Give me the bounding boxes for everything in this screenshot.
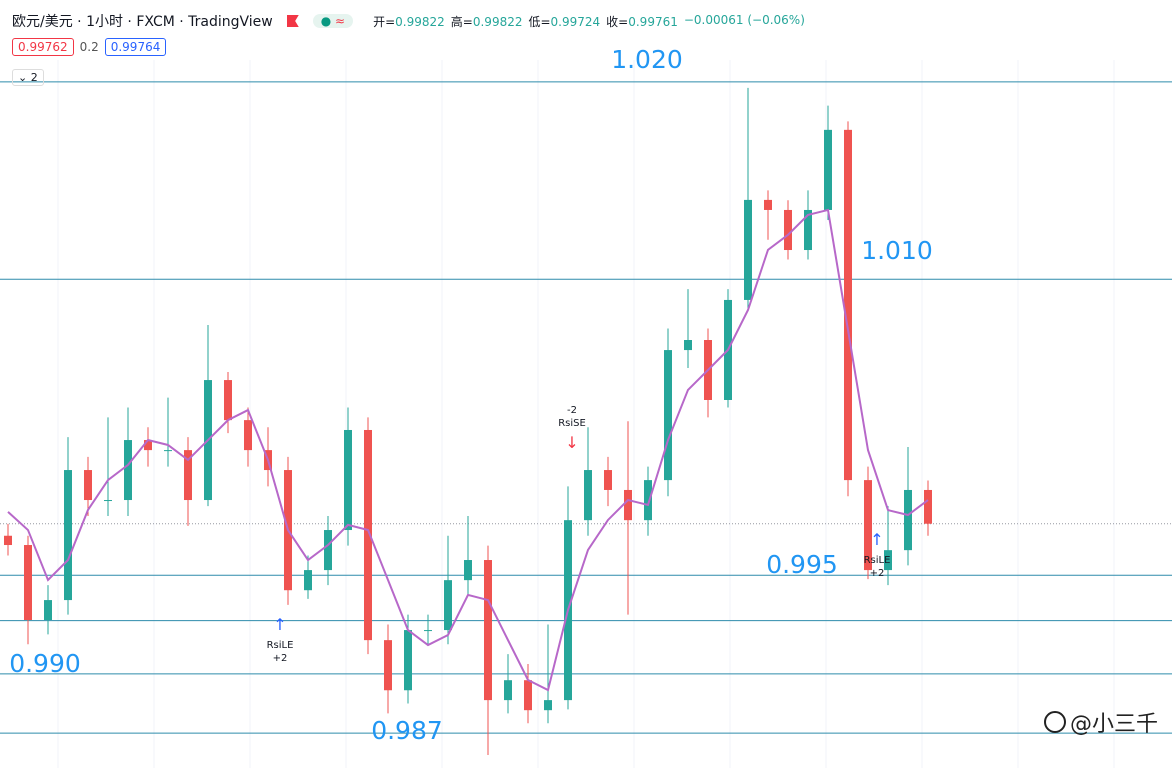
signal-name: RsiLE <box>864 555 891 566</box>
candle-body <box>184 450 192 501</box>
moving-average <box>7 208 929 692</box>
watermark: @小三千 <box>1043 706 1158 738</box>
legend-key: 高= <box>450 14 473 29</box>
candle-body <box>244 420 252 451</box>
candle-body <box>744 199 752 300</box>
signal-qty: -2 <box>567 405 577 416</box>
signal-arrow: ↑ <box>273 615 286 634</box>
level-label: 0.990 <box>9 649 81 678</box>
level-label: 1.010 <box>861 236 933 265</box>
candle-body <box>544 700 552 711</box>
signal-qty: +2 <box>870 568 885 579</box>
spread: 0.2 <box>79 40 99 54</box>
candle-body <box>404 630 412 691</box>
level-label: 1.020 <box>611 45 683 74</box>
legend-item: 低=0.99724 <box>528 13 600 30</box>
title-row: 欧元/美元 · 1小时 · FXCM · TradingView ● ≈ 开=0… <box>12 11 811 31</box>
watermark-icon <box>1043 711 1066 733</box>
watermark-text: @小三千 <box>1069 712 1158 737</box>
candle-body <box>804 209 812 251</box>
candle-body <box>484 560 492 701</box>
signal-arrow: ↓ <box>565 433 578 452</box>
flag-icon[interactable] <box>286 15 299 27</box>
signal-name: RsiLE <box>267 640 294 651</box>
legend-key: 开= <box>373 14 396 29</box>
candle-body <box>144 440 152 451</box>
level-label: 0.987 <box>371 716 443 745</box>
ohlc-legend: 开=0.99822 高=0.99822 低=0.99724 收=0.99761 −0.0… <box>373 13 811 30</box>
candle-body <box>864 480 872 571</box>
candle-body <box>884 550 892 571</box>
legend-value: −0.00061 (−0.06%) <box>683 12 805 27</box>
candle-body <box>424 630 432 632</box>
status-pill[interactable]: ● ≈ <box>312 14 354 28</box>
candle-body <box>124 440 132 501</box>
candle-body <box>824 129 832 210</box>
candle-body <box>84 470 92 501</box>
candle-body <box>664 350 672 481</box>
candle-body <box>844 129 852 481</box>
candle-body <box>324 530 332 571</box>
candle-body <box>524 680 532 711</box>
candle-body <box>24 545 32 621</box>
indicator-count: 2 <box>30 71 38 84</box>
candle-body <box>164 450 172 452</box>
candle-body <box>504 680 512 701</box>
candle-body <box>684 340 692 351</box>
signal-qty: +2 <box>273 653 288 664</box>
candle-body <box>444 580 452 631</box>
trade-row: 0.99762 0.2 0.99764 <box>12 38 167 56</box>
legend-value: 0.99822 <box>472 14 523 29</box>
legend-value: 0.99822 <box>395 14 445 29</box>
candle-body <box>364 429 372 641</box>
legend-item: 高=0.99822 <box>451 13 523 30</box>
candle-body <box>344 429 352 531</box>
legend-value: 0.99761 <box>628 14 678 29</box>
candle-body <box>384 640 392 691</box>
signal-name: RsiSE <box>558 418 586 429</box>
candle-body <box>44 600 52 621</box>
candle-body <box>644 480 652 521</box>
candle-body <box>224 380 232 421</box>
candle-body <box>924 489 932 524</box>
legend-item: 开=0.99822 <box>373 13 445 30</box>
legend-item: −0.00061 (−0.06%) <box>684 13 805 30</box>
candle-body <box>64 470 72 601</box>
candle-body <box>104 500 112 502</box>
legend-item: 收=0.99761 <box>606 13 678 30</box>
candle-body <box>4 535 12 546</box>
candle-body <box>904 489 912 551</box>
indicator-toggle[interactable]: ⌄ 2 <box>12 69 44 86</box>
candle-body <box>764 199 772 210</box>
candle-body <box>304 570 312 591</box>
legend-key: 收= <box>606 14 629 29</box>
legend-key: 低= <box>528 14 551 29</box>
indicator-row: ⌄ 2 <box>12 69 44 86</box>
candle-body <box>604 470 612 490</box>
legend-value: 0.99724 <box>550 14 601 29</box>
level-label: 0.995 <box>766 550 838 579</box>
candle-body <box>464 560 472 581</box>
signal-arrow: ↑ <box>870 530 883 549</box>
symbol-title: 欧元/美元 · 1小时 · FXCM · TradingView <box>12 14 273 30</box>
candle-body <box>624 489 632 521</box>
candle-body <box>584 470 592 521</box>
sell-button[interactable]: 0.99762 <box>12 38 74 56</box>
buy-button[interactable]: 0.99764 <box>104 38 167 56</box>
candle-body <box>784 209 792 251</box>
